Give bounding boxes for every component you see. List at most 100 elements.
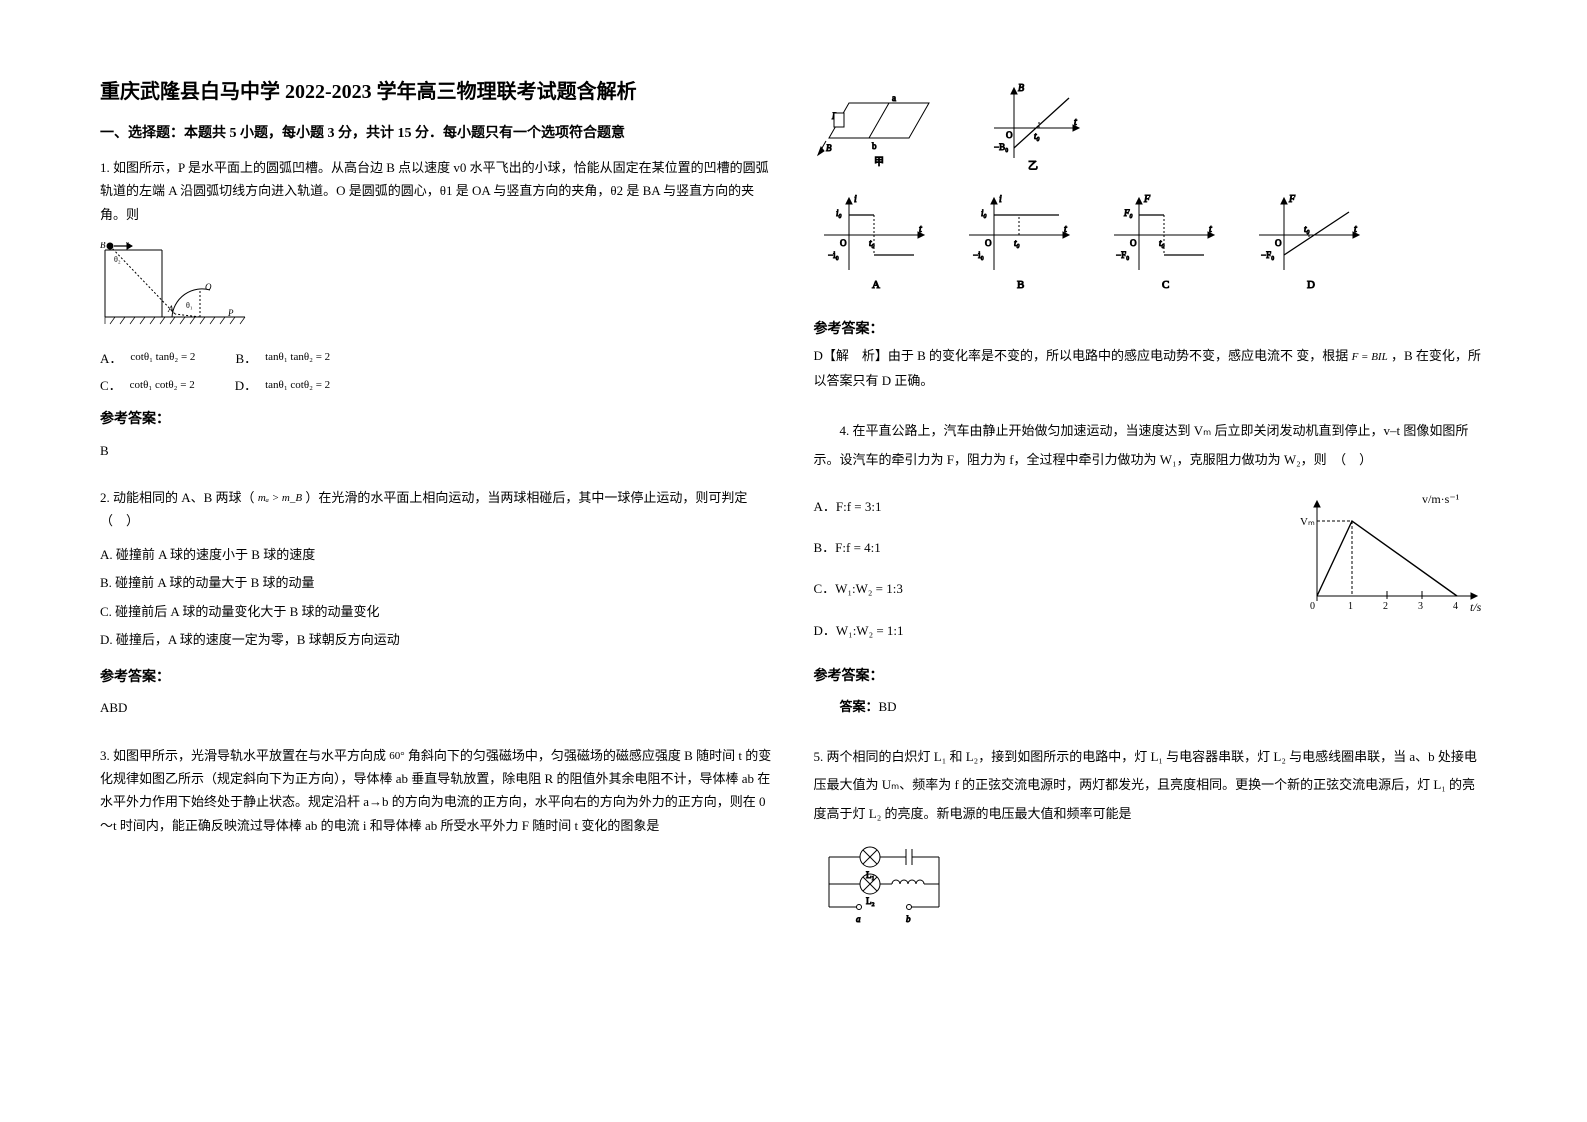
q2-option-c: C. 碰撞前后 A 球的动量变化大于 B 球的动量变化 [100,598,774,627]
svg-text:i: i [999,194,1002,205]
option-label: A． [100,347,122,370]
svg-text:t: t [1354,224,1357,235]
svg-text:Vₘ: Vₘ [1300,516,1315,528]
svg-text:−i₀: −i₀ [973,250,984,260]
q5-text: 5. 两个相同的白炽灯 L₁ 和 L₂，接到如图所示的电路中，灯 L₁ 与电容器… [814,743,1488,829]
svg-text:θ₂: θ₂ [114,255,121,264]
q2-answer: ABD [100,696,774,719]
svg-text:A: A [167,304,174,314]
svg-text:b: b [906,914,911,924]
q3-answer: D【解 析】由于 B 的变化率是不变的，所以电路中的感应电动势不变，感应电流不 … [814,344,1488,393]
q2-option-b: B. 碰撞前 A 球的动量大于 B 球的动量 [100,569,774,598]
svg-text:−i₀: −i₀ [828,250,839,260]
q2-text: 2. 动能相同的 A、B 两球（ mₐ > m_B ）在光滑的水平面上相向运动，… [100,486,774,533]
svg-text:O: O [1006,130,1013,140]
q1-option-a: A． cotθ₁ tanθ₂ = 2 [100,347,195,370]
q1-options-row-2: C． cotθ₁ cotθ₂ = 2 D． tanθ₁ cotθ₂ = 2 [100,374,774,397]
exam-title: 重庆武隆县白马中学 2022-2023 学年高三物理联考试题含解析 [100,75,774,104]
svg-text:A: A [872,279,880,291]
svg-text:0: 0 [1310,601,1315,612]
question-4: 4. 在平直公路上，汽车由静止开始做匀加速运动，当速度达到 Vₘ 后立即关闭发动… [814,417,1488,732]
question-1: 1. 如图所示，P 是水平面上的圆弧凹槽。从高台边 B 点以速度 v0 水平飞出… [100,156,774,476]
option-label: B． [235,347,257,370]
q2-option-d: D. 碰撞后，A 球的速度一定为零，B 球朝反方向运动 [100,626,774,655]
svg-text:B: B [1017,279,1024,291]
q4-answer-prefix: 答案： [814,695,879,718]
q2-option-a: A. 碰撞前 A 球的速度小于 B 球的速度 [100,541,774,570]
svg-text:O: O [1130,238,1137,248]
answer-label: 参考答案： [100,665,774,690]
svg-text:b: b [872,141,877,151]
svg-text:O: O [985,238,992,248]
svg-text:O: O [205,282,212,292]
option-label: D． [235,374,257,397]
svg-text:−B₀: −B₀ [994,142,1008,152]
q1-text: 1. 如图所示，P 是水平面上的圆弧凹槽。从高台边 B 点以速度 v0 水平飞出… [100,156,774,226]
svg-text:甲: 甲 [874,157,884,168]
svg-text:C: C [1162,279,1169,291]
q4-options: A．F:f = 3:1 B．F:f = 4:1 C．W₁:W₂ = 1:3 D．… [814,495,904,643]
svg-text:乙: 乙 [1028,160,1038,172]
svg-text:t₀: t₀ [869,238,875,248]
svg-text:θ₁: θ₁ [186,301,193,310]
svg-text:L₂: L₂ [866,896,875,906]
q4-body: A．F:f = 3:1 B．F:f = 4:1 C．W₁:W₂ = 1:3 D．… [814,483,1488,655]
svg-text:F: F [1288,194,1296,205]
svg-text:O: O [840,238,847,248]
q3-angle: 60° [389,747,404,767]
q5-circuit: L₁ L₂ a b [814,842,954,934]
q1-options-row-1: A． cotθ₁ tanθ₂ = 2 B． tanθ₁ tanθ₂ = 2 [100,347,774,370]
q4-answer-val: BD [879,699,897,714]
q1-formula-b: tanθ₁ tanθ₂ = 2 [265,348,330,368]
svg-text:a: a [856,914,861,924]
q2-prefix: 2. 动能相同的 A、B 两球（ [100,490,255,505]
svg-text:2: 2 [1383,601,1388,612]
right-column: R a b B 甲 B t O t₀ −B₀ [814,75,1488,1047]
q4-option-d: D．W₁:W₂ = 1:1 [814,619,904,642]
svg-text:O: O [1275,238,1282,248]
q2-formula: mₐ > m_B [258,489,302,509]
option-label: C． [100,374,122,397]
q3-answer-prefix: D【解 析】由于 B 的变化率是不变的，所以电路中的感应电动势不变，感应电流不 … [814,348,1349,363]
q1-formula-a: cotθ₁ tanθ₂ = 2 [130,348,195,368]
q1-figure: B v₀ A O P θ₁ θ₂ [100,242,250,334]
svg-text:a: a [892,93,896,103]
svg-text:P: P [227,308,234,318]
question-5: 5. 两个相同的白炽灯 L₁ 和 L₂，接到如图所示的电路中，灯 L₁ 与电容器… [814,743,1488,943]
svg-text:i₀: i₀ [836,208,842,218]
q1-option-d: D． tanθ₁ cotθ₂ = 2 [235,374,330,397]
svg-text:B: B [826,143,832,153]
q4-chart: v/m·s⁻¹ t/s Vₘ 0 1 2 3 4 [1292,491,1487,628]
q3-prefix: 3. 如图甲所示，光滑导轨水平放置在与水平方向成 [100,748,386,763]
svg-text:v/m·s⁻¹: v/m·s⁻¹ [1422,492,1460,506]
question-3: 3. 如图甲所示，光滑导轨水平放置在与水平方向成 60° 角斜向下的匀强磁场中，… [100,744,774,846]
svg-text:1: 1 [1348,601,1353,612]
q1-formula-c: cotθ₁ cotθ₂ = 2 [130,376,195,396]
svg-text:B: B [1018,83,1024,94]
svg-text:i₀: i₀ [981,208,987,218]
q3-figure-options: i t O i₀ −i₀ t₀ A i t O [814,190,1488,300]
q1-option-b: B． tanθ₁ tanθ₂ = 2 [235,347,330,370]
svg-text:t: t [1209,224,1212,235]
svg-text:t₀: t₀ [1304,224,1310,234]
q1-option-c: C． cotθ₁ cotθ₂ = 2 [100,374,195,397]
left-column: 重庆武隆县白马中学 2022-2023 学年高三物理联考试题含解析 一、选择题：… [100,75,774,1047]
svg-text:3: 3 [1418,601,1423,612]
svg-text:t₀: t₀ [1034,131,1040,141]
svg-text:4: 4 [1453,601,1458,612]
q4-answer: 答案：BD [814,695,1488,718]
svg-text:t: t [919,224,922,235]
svg-text:t: t [1064,224,1067,235]
svg-text:v₀: v₀ [122,242,129,244]
q4-text: 4. 在平直公路上，汽车由静止开始做匀加速运动，当速度达到 Vₘ 后立即关闭发动… [814,417,1488,474]
svg-text:D: D [1307,279,1315,291]
answer-label: 参考答案： [814,664,1488,689]
svg-text:F: F [1143,194,1151,205]
q1-formula-d: tanθ₁ cotθ₂ = 2 [265,376,330,396]
svg-text:t: t [1074,117,1077,128]
q3-figure-top: R a b B 甲 B t O t₀ −B₀ [814,83,1488,178]
q1-answer: B [100,439,774,462]
svg-text:i: i [854,194,857,205]
svg-text:−F₀: −F₀ [1261,250,1274,260]
svg-text:F₀: F₀ [1123,208,1133,218]
